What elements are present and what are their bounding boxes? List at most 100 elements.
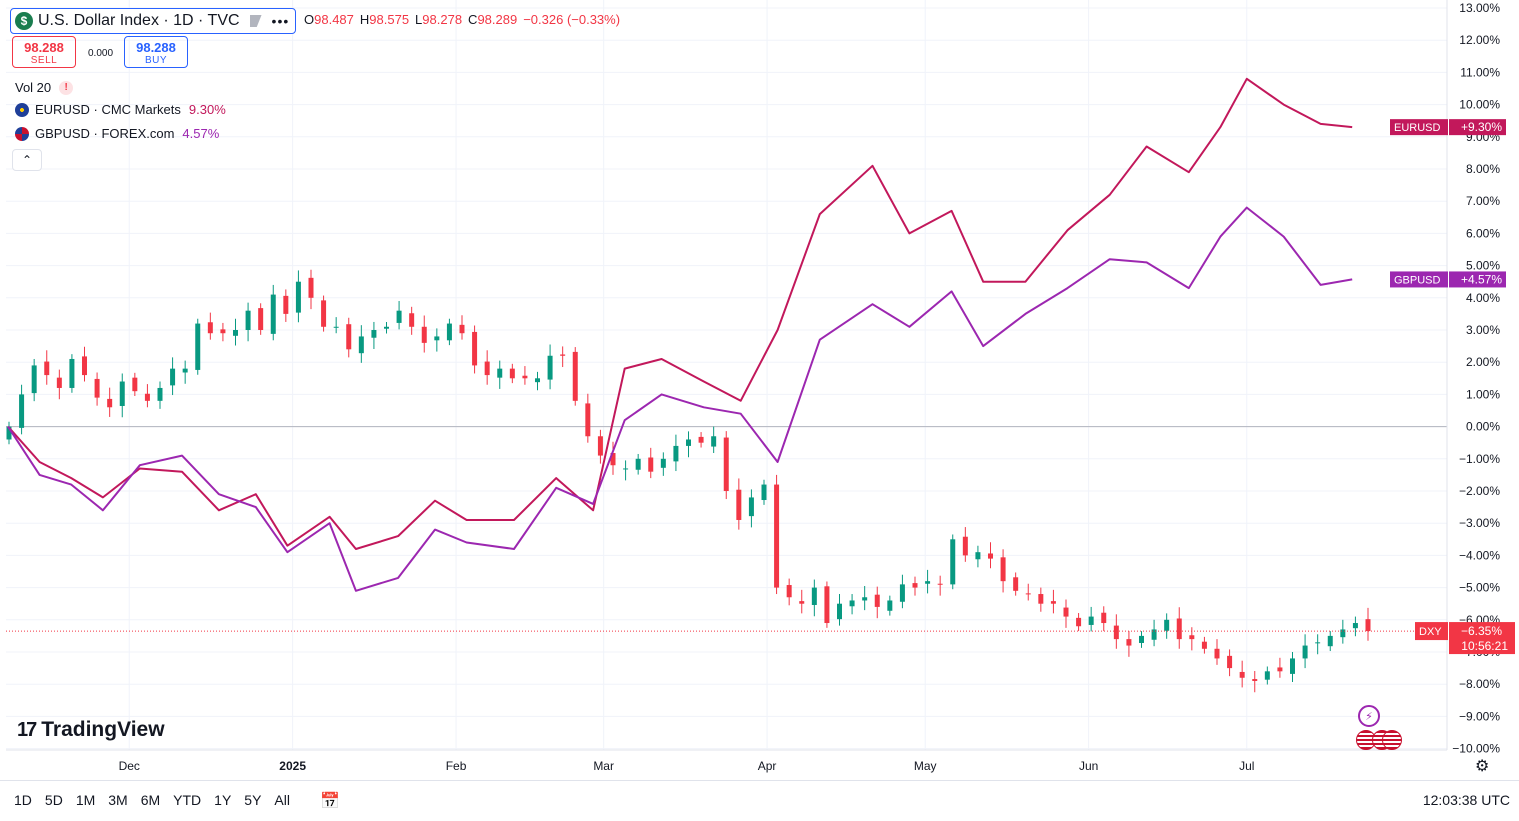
x-tick-label: Feb	[446, 759, 467, 773]
candle-body	[849, 600, 855, 607]
y-tick-label: −3.00%	[1459, 516, 1500, 530]
candle-body	[1025, 593, 1031, 595]
candle-body	[321, 300, 327, 327]
candle-body	[1264, 671, 1270, 680]
candle-body	[799, 601, 805, 604]
ohlc-open-value: 98.487	[314, 12, 354, 27]
x-tick-label: Jun	[1079, 759, 1098, 773]
legend-gbpusd-value: 4.57%	[182, 126, 220, 141]
y-tick-label: 4.00%	[1466, 291, 1500, 305]
candle-body	[1290, 658, 1295, 674]
range-selector: 1D 5D 1M 3M 6M YTD 1Y 5Y All	[14, 792, 303, 808]
candle-body	[962, 536, 968, 556]
y-tick-label: 1.00%	[1466, 387, 1500, 401]
y-tick-label: 12.00%	[1459, 33, 1500, 47]
dxy-tag-name: DXY	[1419, 626, 1442, 638]
volume-legend[interactable]: Vol 20 !	[15, 80, 74, 95]
y-tick-label: 11.00%	[1460, 65, 1500, 79]
x-tick-label: 2025	[279, 759, 306, 773]
candle-body	[786, 585, 792, 598]
series-line-gbpusd	[7, 206, 1353, 592]
candle-body	[295, 281, 301, 313]
utc-clock[interactable]: 12:03:38 UTC	[1422, 792, 1510, 808]
y-tick-label: 10.00%	[1459, 98, 1500, 112]
candle-body	[711, 436, 717, 447]
collapse-legend-button[interactable]: ⌃	[12, 149, 42, 171]
candle-body	[421, 326, 427, 343]
x-tick-label: Jul	[1239, 759, 1254, 773]
candle-body	[69, 358, 75, 388]
candle-body	[1139, 635, 1144, 643]
candle-body	[1201, 641, 1207, 649]
candle-body	[673, 445, 679, 462]
y-tick-label: −1.00%	[1459, 452, 1500, 466]
ohlc-low-key: L	[415, 12, 423, 27]
range-6m[interactable]: 6M	[140, 792, 161, 808]
y-tick-label: 8.00%	[1466, 162, 1500, 176]
candle-body	[459, 324, 465, 334]
candle-body	[1365, 619, 1371, 632]
range-1d[interactable]: 1D	[14, 792, 32, 808]
eurusd-value-tag-bg	[1449, 119, 1506, 136]
candle-body	[862, 597, 868, 601]
range-5y[interactable]: 5Y	[244, 792, 262, 808]
range-3m[interactable]: 3M	[108, 792, 128, 808]
candle-body	[572, 351, 578, 401]
candle-body	[899, 584, 905, 602]
range-1m[interactable]: 1M	[75, 792, 96, 808]
tradingview-logo[interactable]: 17 TradingView	[17, 718, 165, 742]
candle-body	[1239, 671, 1245, 678]
plot-area	[6, 0, 1447, 750]
candle-body	[912, 583, 918, 588]
candle-body	[1000, 557, 1006, 582]
candle-body	[170, 368, 176, 386]
gear-icon[interactable]: ⚙	[1475, 758, 1490, 775]
symbol-title[interactable]: U.S. Dollar Index · 1D · TVC	[38, 12, 240, 29]
legend-gbpusd[interactable]: GBPUSD · FOREX.com 4.57%	[15, 126, 219, 141]
calendar-icon[interactable]: 📅	[320, 793, 340, 810]
candle-body	[748, 497, 754, 517]
candle-body	[887, 600, 893, 611]
us-flag-event-icon[interactable]	[1382, 730, 1402, 750]
symbol-header[interactable]: $ U.S. Dollar Index · 1D · TVC •••	[10, 8, 297, 34]
legend-eurusd[interactable]: EURUSD · CMC Markets 9.30%	[15, 102, 226, 117]
range-1y[interactable]: 1Y	[214, 792, 232, 808]
price-chart[interactable]: 13.00%12.00%11.00%10.00%9.00%8.00%7.00%6…	[0, 0, 1519, 780]
buy-button[interactable]: 98.288 BUY	[124, 36, 188, 68]
candle-body	[1302, 645, 1308, 659]
warning-icon[interactable]: !	[59, 80, 74, 95]
candle-body	[94, 378, 100, 398]
candle-body	[207, 322, 213, 334]
candle-body	[1176, 618, 1182, 640]
gbpusd-value-tag: +4.57%	[1461, 272, 1502, 286]
eurusd-value-tag: +9.30%	[1461, 120, 1502, 134]
x-tick-label: Mar	[593, 759, 614, 773]
candle-body	[384, 326, 389, 329]
eurusd-tag-name: EURUSD	[1394, 122, 1441, 134]
lightning-event-icon[interactable]: ⚡	[1358, 705, 1380, 727]
range-all[interactable]: All	[274, 792, 290, 808]
candle-body	[1227, 655, 1233, 669]
range-5d[interactable]: 5D	[44, 792, 63, 808]
y-tick-label: 5.00%	[1466, 259, 1500, 273]
candle-body	[157, 387, 163, 401]
sell-button[interactable]: 98.288 SELL	[12, 36, 76, 68]
tv-logo-icon: 17	[17, 718, 37, 741]
candle-body	[774, 484, 780, 588]
candle-body	[1050, 601, 1056, 604]
candle-body	[597, 436, 603, 456]
candle-body	[950, 539, 956, 585]
flag-icon[interactable]	[249, 15, 262, 27]
candle-body	[132, 377, 138, 392]
candle-body	[560, 354, 566, 356]
candle-body	[119, 381, 125, 406]
range-ytd[interactable]: YTD	[173, 792, 202, 808]
y-tick-label: 0.00%	[1466, 420, 1500, 434]
candle-body	[472, 331, 478, 366]
candle-body	[1038, 594, 1044, 604]
y-tick-label: −8.00%	[1459, 677, 1500, 691]
more-dots-icon[interactable]: •••	[271, 13, 290, 29]
candle-body	[1252, 679, 1258, 681]
candle-body	[824, 586, 830, 624]
y-tick-label: −10.00%	[1452, 742, 1500, 756]
